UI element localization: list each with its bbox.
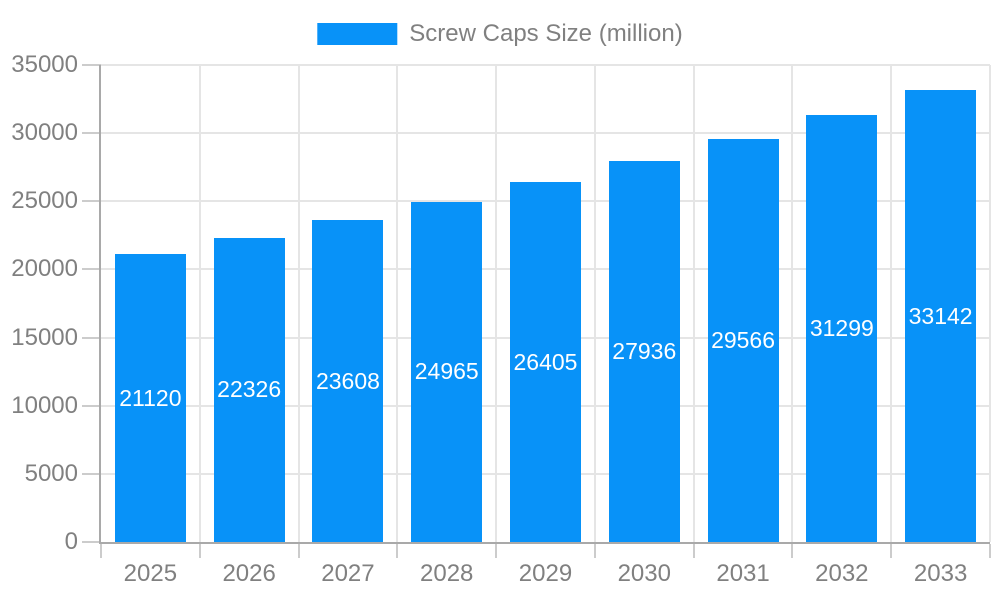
x-axis-tick-label: 2028 [420, 560, 474, 587]
y-axis-tick [82, 268, 101, 271]
bar-2030: 27936 [608, 161, 680, 542]
y-axis-tick [82, 132, 101, 135]
bar-2033: 33142 [905, 90, 977, 542]
gridline-vertical [593, 65, 596, 542]
x-axis-tick [198, 544, 201, 558]
gridline-vertical [989, 65, 991, 542]
bar-2031: 29566 [707, 139, 779, 542]
x-axis-tick-label: 2025 [123, 560, 178, 587]
x-axis-tick [396, 544, 399, 558]
x-axis-tick-label: 2030 [617, 560, 671, 587]
legend-item[interactable]: Screw Caps Size (million) [317, 20, 683, 48]
bar-2027: 23608 [312, 220, 384, 542]
x-axis-tick-label: 2032 [815, 560, 869, 587]
bar-2029: 26405 [510, 182, 581, 542]
y-axis-tick-label: 20000 [11, 255, 78, 283]
x-axis-tick-label: 2033 [913, 560, 968, 587]
bar-value-label: 33142 [908, 302, 973, 329]
bar-value-label: 22326 [217, 376, 282, 403]
legend-color-swatch [317, 23, 398, 45]
x-axis-tick [890, 544, 893, 558]
x-axis-tick [989, 544, 991, 558]
x-axis-tick [495, 544, 498, 558]
gridline-vertical [791, 65, 794, 542]
x-axis-tick-label: 2026 [222, 560, 276, 587]
y-axis-tick-label: 10000 [11, 391, 78, 419]
gridline-horizontal [101, 132, 990, 135]
bar-value-label: 29566 [711, 327, 776, 354]
bar-value-label: 21120 [119, 384, 182, 411]
bar-2025: 21120 [114, 254, 186, 542]
y-axis-tick-label: 15000 [11, 323, 78, 351]
y-axis-tick-label: 0 [64, 528, 78, 555]
gridline-vertical [495, 65, 498, 542]
gridline-horizontal [101, 64, 990, 66]
bar-2032: 31299 [806, 115, 878, 542]
x-axis-tick-label: 2027 [321, 560, 375, 587]
bar-value-label: 27936 [612, 338, 677, 365]
y-axis-tick [82, 404, 101, 407]
y-axis-tick [82, 472, 101, 475]
x-axis-tick [692, 544, 695, 558]
gridline-vertical [198, 65, 201, 542]
bar-value-label: 31299 [809, 315, 874, 342]
bar-2028: 24965 [411, 201, 483, 542]
y-axis-line [99, 65, 101, 544]
gridline-vertical [297, 65, 300, 542]
y-axis-tick [82, 64, 101, 66]
gridline-vertical [890, 65, 893, 542]
x-axis-tick-label: 2029 [518, 560, 573, 587]
y-axis-tick-label: 30000 [11, 119, 78, 147]
legend-label: Screw Caps Size (million) [409, 20, 683, 47]
y-axis-tick-label: 35000 [11, 51, 78, 78]
y-axis-tick [82, 336, 101, 339]
y-axis-tick-label: 5000 [24, 459, 78, 487]
bar-2026: 22326 [213, 237, 285, 542]
bar-value-label: 26405 [513, 348, 578, 375]
gridline-vertical [396, 65, 399, 542]
x-axis-tick [297, 544, 300, 558]
x-axis-line [99, 542, 990, 544]
x-axis-tick-label: 2031 [716, 560, 770, 587]
bar-value-label: 23608 [315, 367, 380, 394]
gridline-vertical [692, 65, 695, 542]
y-axis-tick-label: 25000 [11, 187, 78, 215]
x-axis-tick [100, 544, 102, 558]
x-axis-tick [791, 544, 794, 558]
y-axis-tick [82, 200, 101, 203]
bar-value-label: 24965 [414, 358, 479, 385]
x-axis-tick [593, 544, 596, 558]
y-axis-tick [82, 541, 101, 543]
